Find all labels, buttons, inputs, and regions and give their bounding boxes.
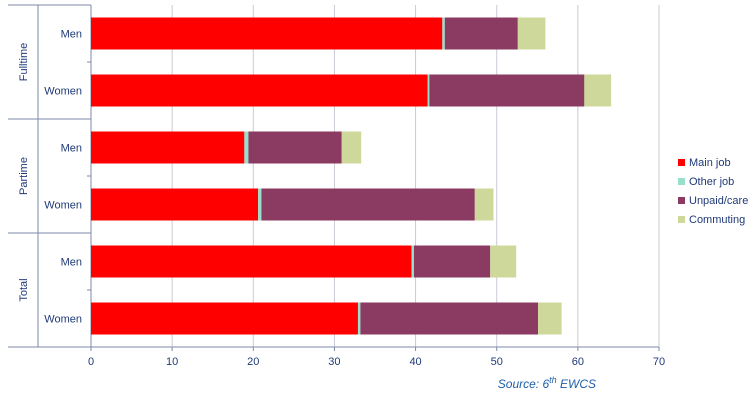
x-tick-label: 70 [653,356,665,368]
x-tick-label: 20 [247,356,259,368]
legend-label: Main job [689,157,731,169]
bar-segment-main-job [91,245,412,278]
bar-segment-unpaid-care [429,74,585,107]
legend-swatch [678,216,685,223]
legend-label: Unpaid/care [689,195,748,207]
group-label: Partime [18,157,30,195]
category-labels: Fulltime Men Women Partime Men Women Total Men W… [18,29,82,326]
category-label: Women [44,314,82,326]
x-tick-label: 30 [328,356,340,368]
bar-segment-main-job [91,74,428,107]
group-label: Total [18,278,30,301]
category-label: Women [44,200,82,212]
x-tick-label: 10 [166,356,178,368]
category-label: Women [44,86,82,98]
bar-segment-other-job [357,302,361,335]
x-tick-label: 40 [409,356,421,368]
legend-label: Other job [689,176,734,188]
bar-segment-unpaid-care [444,17,518,50]
x-tick-label: 60 [572,356,584,368]
bar-segment-other-job [427,74,430,107]
bar-segment-main-job [91,131,245,164]
x-tick-label: 50 [491,356,503,368]
bar-segment-commuting [490,245,517,278]
x-tick-labels: 0 10 20 30 40 50 60 70 [88,356,665,368]
bar-segment-unpaid-care [248,131,342,164]
bar-segment-unpaid-care [413,245,491,278]
source-superscript: th [549,375,557,385]
legend: Main job Other job Unpaid/care Commuting [678,157,748,226]
bar-segment-commuting [341,131,362,164]
bar-segment-main-job [91,17,443,50]
group-label: Fulltime [18,43,30,82]
bar-segment-commuting [474,188,494,221]
bar-segment-commuting [538,302,562,335]
bar-segment-main-job [91,188,259,221]
bar-segment-commuting [584,74,612,107]
legend-label: Commuting [689,214,745,226]
legend-swatch [678,197,685,204]
bar-segment-other-job [411,245,414,278]
bar-segment-other-job [258,188,262,221]
category-label: Men [61,143,82,155]
axes [8,4,660,351]
bars [91,17,612,335]
source-note: Source: 6th EWCS [498,375,596,391]
legend-swatch [678,159,685,166]
category-label: Men [61,257,82,269]
category-label: Men [61,29,82,41]
bar-segment-unpaid-care [360,302,539,335]
bar-segment-other-job [442,17,445,50]
grid-lines [171,5,660,347]
bar-segment-other-job [244,131,249,164]
legend-swatch [678,178,685,185]
bar-segment-main-job [91,302,358,335]
x-tick-label: 0 [88,356,94,368]
bar-segment-unpaid-care [261,188,475,221]
bar-segment-commuting [517,17,546,50]
